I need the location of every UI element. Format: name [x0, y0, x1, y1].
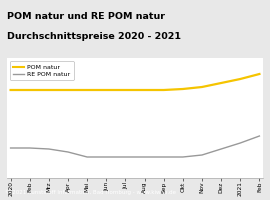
Text: © 2021 Kunststoff Information, Bad Homburg - www.kiweb.de: © 2021 Kunststoff Information, Bad Hombu… — [5, 190, 176, 195]
Text: Durchschnittspreise 2020 - 2021: Durchschnittspreise 2020 - 2021 — [7, 32, 181, 41]
Text: POM natur und RE POM natur: POM natur und RE POM natur — [7, 12, 165, 21]
Legend: POM natur, RE POM natur: POM natur, RE POM natur — [10, 61, 74, 80]
